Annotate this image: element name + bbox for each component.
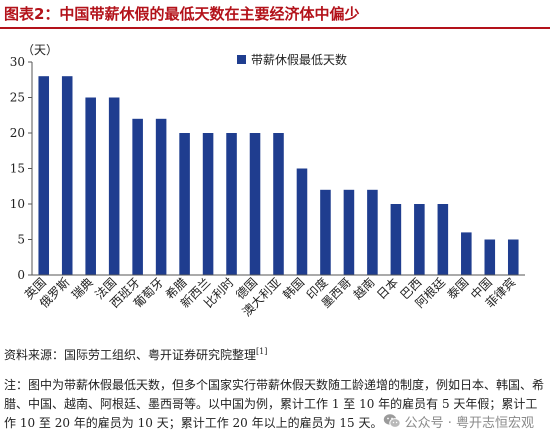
bar [179, 133, 190, 275]
bar [85, 97, 96, 275]
bar [155, 118, 167, 275]
legend-label: 带薪休假最低天数 [251, 52, 347, 67]
watermark: 公众号 · 粤开志恒宏观 [378, 411, 540, 431]
y-tick-label: 30 [10, 55, 25, 69]
bar [461, 232, 472, 275]
source-ref: [1] [256, 347, 268, 356]
x-tick-label: 越南 [350, 275, 378, 303]
wechat-icon [383, 414, 401, 428]
y-tick-label: 15 [10, 162, 25, 176]
title-rule [0, 27, 550, 29]
x-axis: 英国俄罗斯瑞典法国西班牙葡萄牙希腊新西兰比利时德国澳大利亚韩国印度墨西哥越南日本… [22, 274, 525, 319]
bar [226, 133, 237, 275]
source-text: 资料来源：国际劳工组织、粤开证券研究院整理 [4, 348, 257, 362]
bar [343, 189, 355, 275]
y-tick-label: 0 [17, 268, 25, 282]
figure-title: 图表2：中国带薪休假的最低天数在主要经济体中偏少 [4, 5, 360, 23]
bar [108, 97, 120, 275]
y-tick-label: 5 [17, 233, 25, 247]
legend: 带薪休假最低天数 [237, 52, 347, 67]
bar [367, 189, 378, 275]
bar [507, 239, 519, 275]
y-tick-label: 25 [10, 91, 25, 105]
bar [249, 133, 261, 275]
y-tick-label: 10 [10, 197, 25, 211]
y-tick-label: 20 [10, 126, 25, 140]
legend-swatch [237, 55, 246, 64]
bar [484, 239, 496, 275]
watermark-text: 公众号 · 粤开志恒宏观 [404, 415, 534, 431]
bar [273, 133, 284, 275]
bar [202, 133, 214, 275]
x-tick-label: 泰国 [445, 275, 472, 302]
bar [61, 76, 73, 275]
source-note: 资料来源：国际劳工组织、粤开证券研究院整理[1] [4, 346, 267, 363]
bar [296, 168, 308, 275]
bar [437, 204, 449, 275]
footnote: 注：图中为带薪休假最低天数，但多个国家实行带薪休假天数随工龄递增的制度，例如日本… [4, 378, 545, 430]
bar [38, 76, 50, 275]
bars [38, 76, 519, 275]
y-axis-unit-label: （天） [22, 43, 58, 57]
bar [132, 118, 143, 275]
bar-chart: （天） 0 5 10 15 20 25 30 英国俄罗斯瑞典法国西班牙葡萄牙希腊新西兰比利时… [10, 43, 525, 319]
y-axis: 0 5 10 15 20 25 30 [10, 55, 33, 282]
x-tick-label: 韩国 [280, 275, 308, 303]
x-tick-label: 瑞典 [69, 275, 96, 302]
x-tick-label: 日本 [374, 275, 401, 302]
bar [414, 204, 425, 275]
bar [320, 189, 331, 275]
bar [390, 204, 402, 275]
